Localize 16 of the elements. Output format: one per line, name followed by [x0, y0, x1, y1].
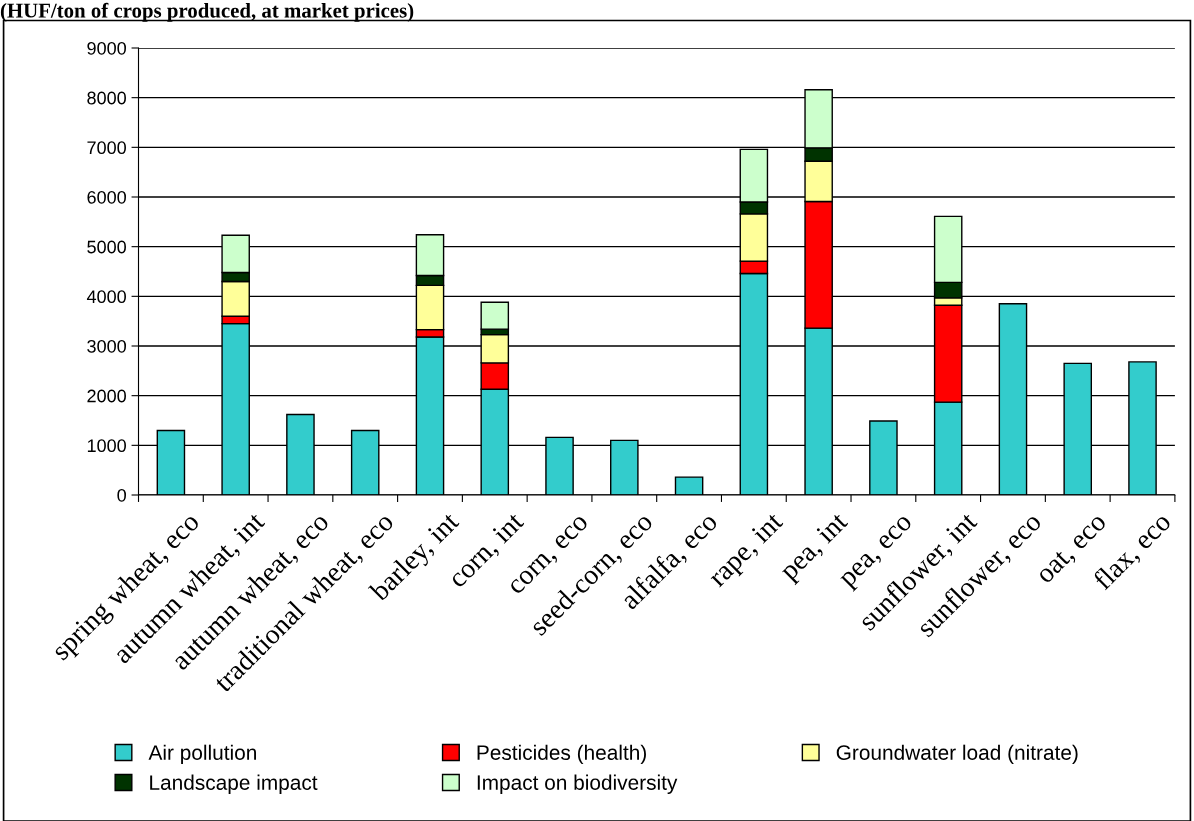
legend-label: Impact on biodiversity: [477, 774, 678, 795]
chart-title: (HUF/ton of crops produced, at market prices): [0, 2, 414, 22]
legend-label: Pesticides (health): [477, 744, 646, 765]
y-tick-label: 3000: [87, 339, 126, 353]
y-tick-label: 8000: [87, 91, 126, 105]
y-tick-label: 0: [117, 488, 126, 502]
y-tick-label: 7000: [87, 141, 126, 155]
legend-label: Landscape impact: [150, 774, 318, 795]
y-tick-label: 4000: [86, 290, 126, 304]
y-tick-label: 1000: [87, 439, 126, 453]
y-tick-label: 9000: [87, 41, 126, 55]
y-tick-label: 6000: [87, 190, 126, 204]
y-tick-label: 2000: [87, 389, 126, 403]
legend-label: Air pollution: [148, 744, 256, 765]
legend-label: Groundwater load (nitrate): [836, 744, 1078, 765]
y-tick-label: 5000: [87, 240, 126, 254]
